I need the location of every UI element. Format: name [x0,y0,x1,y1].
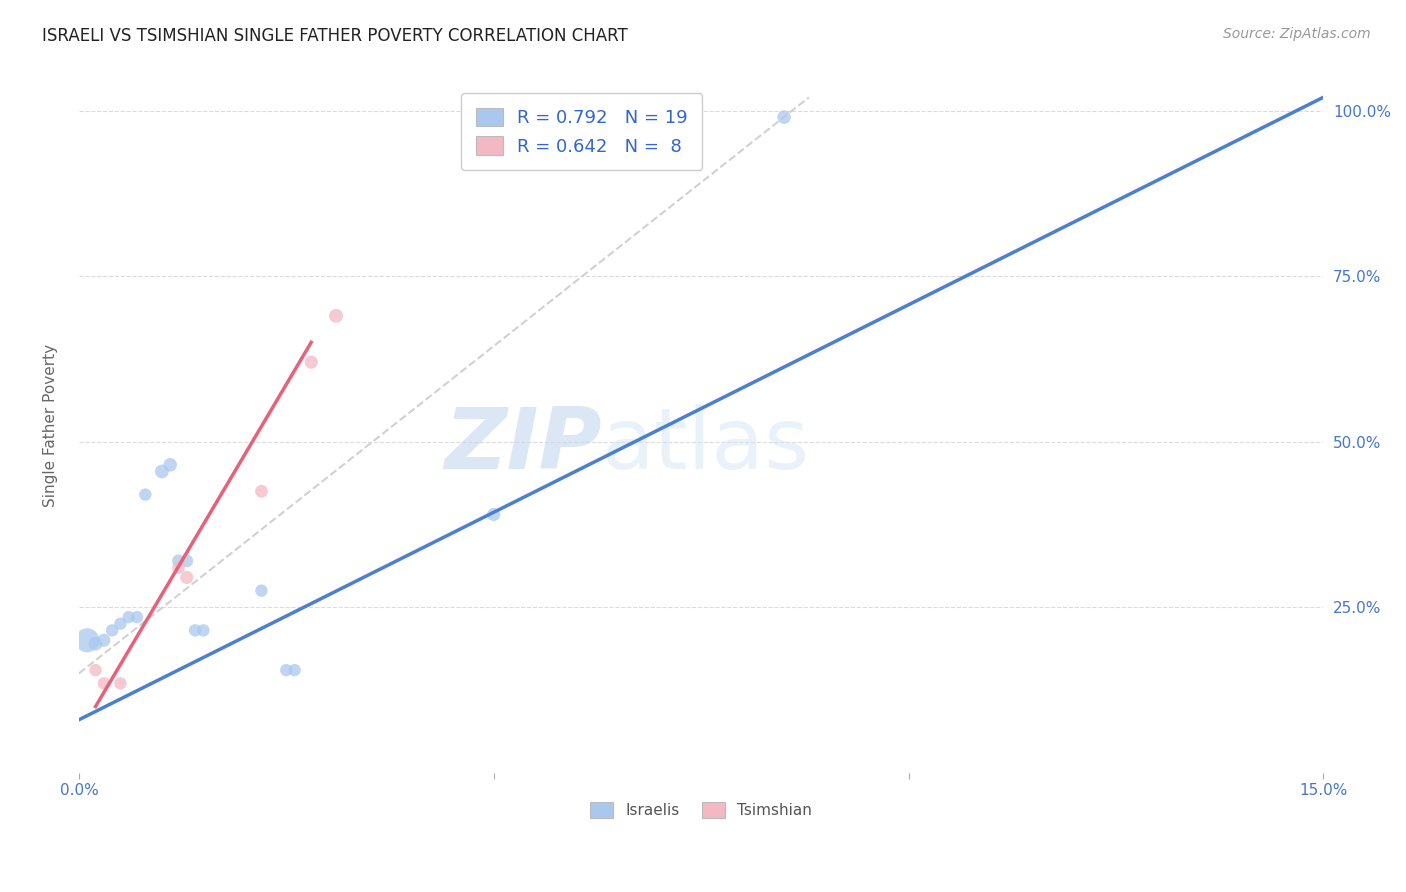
Text: ZIP: ZIP [444,404,602,487]
Point [284,663,307,677]
Point [76,633,98,648]
Point [110,616,132,631]
Point [482,508,505,522]
Text: Source: ZipAtlas.com: Source: ZipAtlas.com [1223,27,1371,41]
Point [93,676,115,690]
Text: ISRAELI VS TSIMSHIAN SINGLE FATHER POVERTY CORRELATION CHART: ISRAELI VS TSIMSHIAN SINGLE FATHER POVER… [42,27,628,45]
Point [84,663,107,677]
Point [159,458,181,472]
Point [299,355,322,369]
Point [193,624,215,638]
Point [325,309,347,323]
Point [773,110,796,124]
Text: atlas: atlas [602,404,810,487]
Point [118,610,141,624]
Point [125,610,148,624]
Point [101,624,124,638]
Point [84,637,107,651]
Point [134,488,156,502]
Point [150,465,173,479]
Point [250,484,273,499]
Point [167,554,190,568]
Point [184,624,207,638]
Point [110,676,132,690]
Point [176,570,198,584]
Y-axis label: Single Father Poverty: Single Father Poverty [44,343,58,507]
Point [93,633,115,648]
Point [167,560,190,574]
Point [250,583,273,598]
Point [276,663,298,677]
Point [176,554,198,568]
Legend: Israelis, Tsimshian: Israelis, Tsimshian [583,796,818,824]
